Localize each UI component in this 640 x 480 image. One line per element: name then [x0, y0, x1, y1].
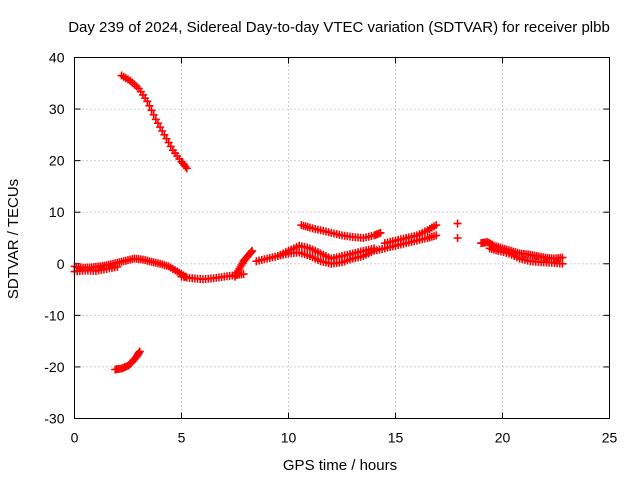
data-point: [453, 219, 462, 228]
y-tick-label: -20: [44, 359, 64, 375]
y-tick-label: 30: [49, 101, 65, 117]
series-arc-descending-high: [117, 71, 191, 173]
series-arc-evening: [477, 238, 567, 263]
series-arc-upper-band: [297, 221, 385, 242]
data-point: [147, 106, 156, 115]
data-point: [181, 162, 190, 171]
x-tick-label: 25: [602, 430, 618, 446]
data-point: [558, 259, 567, 268]
data-point: [143, 97, 152, 106]
data-point: [239, 270, 248, 279]
data-point: [376, 228, 385, 237]
x-tick-label: 10: [281, 430, 297, 446]
data-points: [70, 71, 567, 374]
data-point: [145, 101, 154, 110]
series-arc-mid-low: [177, 270, 248, 284]
x-tick-label: 5: [178, 430, 186, 446]
x-tick-label: 20: [495, 430, 511, 446]
series-arc-rising-low: [111, 347, 144, 374]
y-tick-label: -30: [44, 411, 64, 427]
axis-ticks: 0 5 10 15 20 25 -30 -20 -10 0 10 20 30 40: [44, 50, 617, 446]
data-point: [432, 231, 441, 240]
data-point: [182, 164, 191, 173]
x-axis-label: GPS time / hours: [283, 457, 397, 474]
data-point: [248, 246, 257, 255]
series-arc-evening-low: [485, 244, 567, 268]
plot-border: [74, 57, 610, 419]
data-point: [453, 234, 462, 242]
y-tick-label: 40: [49, 50, 65, 66]
x-tick-label: 15: [388, 430, 404, 446]
y-tick-label: 20: [49, 153, 65, 169]
data-point: [247, 248, 256, 257]
series-arc-late-rise: [380, 221, 441, 248]
x-tick-label: 0: [71, 430, 79, 446]
data-point: [135, 347, 144, 356]
data-point: [370, 244, 379, 253]
data-point: [113, 262, 122, 271]
y-tick-label: 10: [49, 204, 65, 220]
data-point: [134, 348, 143, 357]
y-axis-label: SDTVAR / TECUs: [5, 179, 22, 299]
series-arc-side-band: [273, 241, 379, 263]
y-tick-label: 0: [57, 256, 65, 272]
series-isolated-late: [453, 219, 462, 242]
data-point: [149, 110, 158, 119]
series-arc-main-band: [252, 231, 441, 268]
y-tick-label: -10: [44, 307, 64, 323]
series-arc-mid-rising: [231, 246, 257, 281]
chart-title: Day 239 of 2024, Sidereal Day-to-day VTE…: [68, 19, 610, 36]
data-point: [432, 221, 441, 230]
series-arc-below-zero-early: [70, 262, 122, 276]
